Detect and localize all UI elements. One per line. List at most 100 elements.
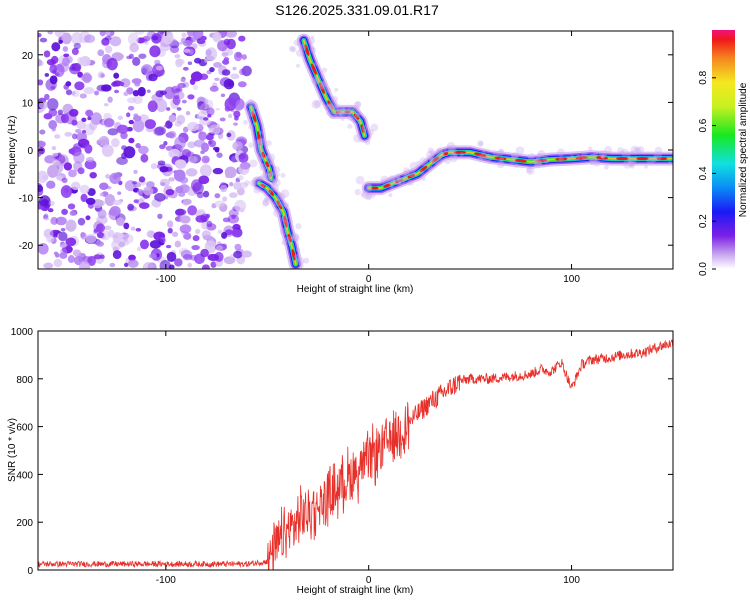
track-halo	[633, 147, 639, 152]
track-halo	[334, 109, 343, 118]
track-halo	[311, 76, 320, 85]
track-halo	[264, 196, 268, 201]
track-halo	[346, 106, 355, 115]
track-halo	[600, 154, 606, 159]
noise-speck	[165, 244, 172, 249]
noise-speck	[47, 31, 54, 35]
track-halo	[266, 153, 276, 163]
track-halo	[280, 172, 286, 178]
noise-speck	[187, 94, 195, 100]
track-halo	[403, 170, 410, 177]
noise-speck	[116, 156, 128, 165]
track-halo	[478, 141, 483, 146]
track-halo	[257, 157, 263, 163]
track-peak	[268, 189, 275, 196]
track-halo	[263, 172, 271, 181]
noise-speck	[240, 207, 245, 213]
noise-speck	[208, 139, 217, 148]
track-halo	[333, 106, 339, 112]
noise-speck	[182, 126, 189, 133]
track-halo	[483, 153, 493, 163]
noise-speck	[94, 90, 100, 96]
track-halo	[430, 160, 435, 165]
track-halo	[291, 235, 295, 240]
noise-speck	[62, 46, 69, 52]
track-peak	[319, 82, 325, 94]
noise-speck	[229, 181, 234, 187]
track-halo	[407, 169, 416, 178]
noise-speck	[126, 112, 131, 118]
snr-panel: -100 0 100 0 200 400 600 800 1000 Height of str…	[7, 327, 674, 596]
noise-speck	[185, 110, 191, 116]
track-halo	[262, 199, 269, 207]
track-halo	[277, 192, 286, 201]
snr-y-ticks: 0 200 400 600 800 1000	[11, 327, 673, 577]
track-halo	[537, 149, 546, 158]
noise-speck	[71, 181, 81, 191]
track-halo	[533, 158, 543, 168]
noise-speck	[215, 107, 220, 111]
noise-speck	[97, 71, 105, 79]
noise-speck	[168, 114, 177, 123]
noise-speck	[223, 78, 235, 90]
noise-speck	[128, 119, 134, 125]
noise-speck	[127, 203, 134, 211]
noise-speck	[109, 36, 122, 47]
track-peak	[395, 178, 403, 184]
noise-speck	[192, 84, 199, 91]
noise-speck	[73, 42, 81, 50]
snr-y-label: SNR (10 * v/v)	[7, 418, 18, 482]
noise-speck	[214, 193, 221, 199]
track-halo	[628, 157, 637, 167]
noise-speck	[155, 90, 164, 98]
snr-frame	[37, 330, 674, 571]
noise-speck	[71, 47, 79, 56]
noise-speck	[229, 192, 238, 198]
track-halo	[399, 177, 403, 181]
noise-speck	[209, 67, 215, 73]
track-halo	[510, 152, 518, 160]
track-halo	[459, 152, 464, 157]
noise-speck	[238, 175, 244, 181]
noise-speck	[233, 110, 241, 118]
noise-speck	[137, 86, 146, 97]
noise-speck	[174, 136, 186, 150]
track-halo	[355, 175, 365, 185]
noise-speck	[73, 151, 85, 164]
track-peak	[453, 150, 467, 154]
noise-speck	[55, 175, 64, 181]
noise-speck	[201, 230, 211, 240]
noise-speck	[159, 259, 171, 269]
track-halo	[453, 153, 458, 158]
noise-speck	[101, 144, 114, 157]
track-peak	[344, 110, 351, 114]
track-halo	[321, 74, 325, 78]
track-halo	[421, 175, 426, 181]
noise-speck	[154, 192, 166, 202]
noise-speck	[214, 147, 220, 153]
track-halo	[651, 156, 658, 163]
track-halo	[354, 188, 361, 196]
noise-speck	[179, 214, 189, 224]
noise-speck	[183, 48, 191, 53]
noise-speck	[234, 243, 242, 251]
track-halo	[265, 140, 272, 147]
colorbar-ticks: 0.0 0.2 0.4 0.6 0.8	[698, 70, 716, 276]
noise-speck	[75, 128, 82, 134]
noise-speck	[84, 159, 97, 170]
noise-speck	[118, 241, 126, 248]
colorbar-tick-label: 0.2	[698, 214, 709, 228]
noise-speck	[41, 174, 49, 180]
track-halo	[273, 208, 282, 218]
noise-speck	[128, 254, 136, 261]
noise-speck	[217, 229, 223, 235]
noise-speck	[203, 157, 209, 163]
noise-speck	[142, 262, 154, 269]
track-halo	[275, 172, 281, 177]
track-halo	[247, 109, 255, 118]
noise-speck	[173, 95, 180, 100]
track-halo	[300, 264, 304, 268]
track-main-track	[367, 151, 672, 189]
noise-speck	[224, 229, 233, 236]
track-halo	[347, 123, 353, 129]
